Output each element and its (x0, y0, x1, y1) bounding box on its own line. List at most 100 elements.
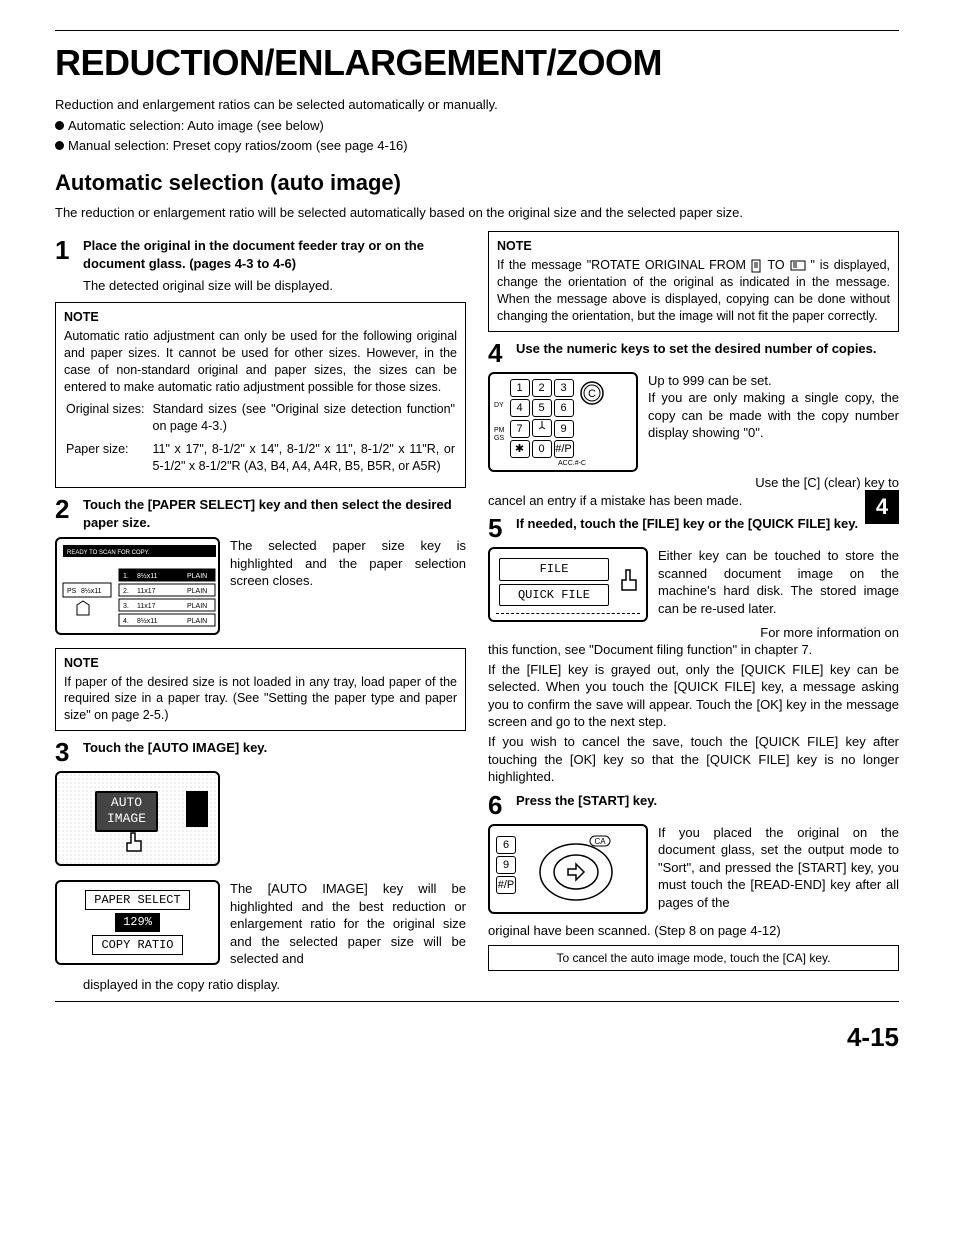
keypad-figure: DYPMGS 12345679✱0#/P C ACC.#-C (488, 372, 638, 472)
right-column: NOTE If the message "ROTATE ORIGINAL FRO… (488, 231, 899, 993)
auto-image-l1: AUTO (111, 795, 142, 810)
keypad-key[interactable]: #/P (496, 876, 516, 894)
portrait-orientation-icon (751, 259, 763, 273)
keypad-key[interactable]: 9 (554, 420, 574, 438)
bullet-auto-text: Automatic selection: Auto image (see bel… (68, 118, 324, 133)
note-1-defs: Original sizes: Standard sizes (see "Ori… (64, 399, 457, 481)
keypad-key[interactable]: 1 (510, 379, 530, 397)
step-6: 6 Press the [START] key. (488, 792, 899, 818)
note-1-head: NOTE (64, 309, 457, 326)
svg-text:C: C (588, 388, 596, 400)
svg-text:PLAIN: PLAIN (187, 603, 207, 610)
keypad-key[interactable]: 4 (510, 399, 530, 417)
ready-text: READY TO SCAN FOR COPY. (67, 550, 150, 556)
bottom-rule (55, 1001, 899, 1002)
keypad-key[interactable]: 9 (496, 856, 516, 874)
step-1-body: The detected original size will be displ… (83, 277, 466, 295)
keypad-key[interactable]: 5 (532, 399, 552, 417)
svg-text:11x17: 11x17 (137, 588, 156, 595)
copy-ratio-key[interactable]: COPY RATIO (92, 935, 182, 955)
note-3-head: NOTE (497, 238, 890, 255)
paper-label: Paper size: (66, 441, 151, 479)
svg-text:PLAIN: PLAIN (187, 618, 207, 625)
step-5-p2: this function, see "Document filing func… (488, 641, 899, 659)
chapter-tab: 4 (865, 490, 899, 524)
svg-text:PLAIN: PLAIN (187, 573, 207, 580)
acc-label: ACC.#-C (512, 459, 632, 468)
hand-icon (119, 831, 149, 857)
svg-text:2.: 2. (123, 588, 129, 595)
keypad-key[interactable]: 6 (496, 836, 516, 854)
paper-select-key[interactable]: PAPER SELECT (85, 890, 189, 910)
step-6-number: 6 (488, 792, 510, 818)
step-2-number: 2 (55, 496, 77, 531)
step-5-caption: Either key can be touched to store the s… (658, 547, 899, 617)
page-title: REDUCTION/ENLARGEMENT/ZOOM (55, 39, 899, 88)
step-3-tail: displayed in the copy ratio display. (83, 976, 466, 994)
bullet-auto: Automatic selection: Auto image (see bel… (55, 117, 899, 135)
start-button[interactable]: CA (536, 834, 616, 904)
quick-file-button[interactable]: QUICK FILE (499, 584, 609, 606)
left-column: 1 Place the original in the document fee… (55, 231, 466, 993)
note-3-b: TO (768, 258, 790, 272)
keypad-key[interactable]: 6 (554, 399, 574, 417)
step-4-tail2: cancel an entry if a mistake has been ma… (488, 492, 899, 510)
step-4: 4 Use the numeric keys to set the desire… (488, 340, 899, 366)
step-4-number: 4 (488, 340, 510, 366)
clear-key[interactable]: C (579, 380, 605, 406)
copy-ratio-panel: PAPER SELECT 129% COPY RATIO (55, 880, 220, 965)
step-5-number: 5 (488, 515, 510, 541)
svg-text:4.: 4. (123, 618, 129, 625)
top-rule (55, 30, 899, 31)
step-6-tail: original have been scanned. (Step 8 on p… (488, 922, 899, 940)
step-3: 3 Touch the [AUTO IMAGE] key. (55, 739, 466, 765)
keypad-key[interactable]: 7 (510, 420, 530, 438)
step-6-title: Press the [START] key. (516, 792, 657, 818)
svg-text:8½x11: 8½x11 (137, 617, 158, 625)
section-heading: Automatic selection (auto image) (55, 168, 899, 198)
keypad-key[interactable]: #/P (554, 440, 574, 458)
orig-label: Original sizes: (66, 401, 151, 439)
note-2: NOTE If paper of the desired size is not… (55, 648, 466, 732)
step-5-p4: If you wish to cancel the save, touch th… (488, 733, 899, 786)
intro-text: Reduction and enlargement ratios can be … (55, 96, 899, 114)
keypad-key[interactable]: 2 (532, 379, 552, 397)
note-1: NOTE Automatic ratio adjustment can only… (55, 302, 466, 488)
keypad-key[interactable]: ✱ (510, 440, 530, 458)
svg-text:3.: 3. (123, 603, 129, 610)
file-panel: FILE QUICK FILE (488, 547, 648, 621)
step-2: 2 Touch the [PAPER SELECT] key and then … (55, 496, 466, 531)
step-2-caption: The selected paper size key is highlight… (230, 537, 466, 590)
auto-image-l2: IMAGE (107, 811, 146, 826)
bullet-manual: Manual selection: Preset copy ratios/zoo… (55, 137, 899, 155)
note-2-body: If paper of the desired size is not load… (64, 675, 457, 723)
step-5-title: If needed, touch the [FILE] key or the [… (516, 515, 858, 541)
step-3-caption: The [AUTO IMAGE] key will be highlighted… (230, 880, 466, 968)
step-4-title: Use the numeric keys to set the desired … (516, 340, 877, 366)
keypad-key[interactable]: 3 (554, 379, 574, 397)
keypad-key[interactable] (532, 419, 552, 437)
step-4-tail: Use the [C] (clear) key to (488, 474, 899, 492)
step-1: 1 Place the original in the document fee… (55, 237, 466, 272)
landscape-orientation-icon (790, 260, 806, 272)
svg-text:8½x11: 8½x11 (81, 587, 102, 595)
keypad-key[interactable]: 0 (532, 440, 552, 458)
cancel-note: To cancel the auto image mode, touch the… (488, 945, 899, 971)
auto-image-button[interactable]: AUTO IMAGE (95, 791, 158, 832)
svg-text:PS: PS (67, 588, 77, 595)
svg-text:1.: 1. (123, 573, 129, 580)
page-number: 4-15 (55, 1020, 899, 1055)
step-1-number: 1 (55, 237, 77, 272)
section-intro: The reduction or enlargement ratio will … (55, 204, 899, 222)
note-3: NOTE If the message "ROTATE ORIGINAL FRO… (488, 231, 899, 331)
paper-select-screen: READY TO SCAN FOR COPY. PS 8½x11 1. 8½x11… (55, 537, 220, 640)
note-2-head: NOTE (64, 655, 457, 672)
svg-text:11x17: 11x17 (137, 603, 156, 610)
ratio-value: 129% (115, 913, 160, 931)
bullet-icon (55, 121, 64, 130)
paper-val: 11" x 17", 8-1/2" x 14", 8-1/2" x 11", 8… (153, 441, 456, 479)
svg-text:8½x11: 8½x11 (137, 572, 158, 580)
step-1-title: Place the original in the document feede… (83, 237, 466, 272)
file-button[interactable]: FILE (499, 558, 609, 580)
numeric-keypad[interactable]: 123 456 7 9 ✱0#/P (509, 378, 575, 459)
